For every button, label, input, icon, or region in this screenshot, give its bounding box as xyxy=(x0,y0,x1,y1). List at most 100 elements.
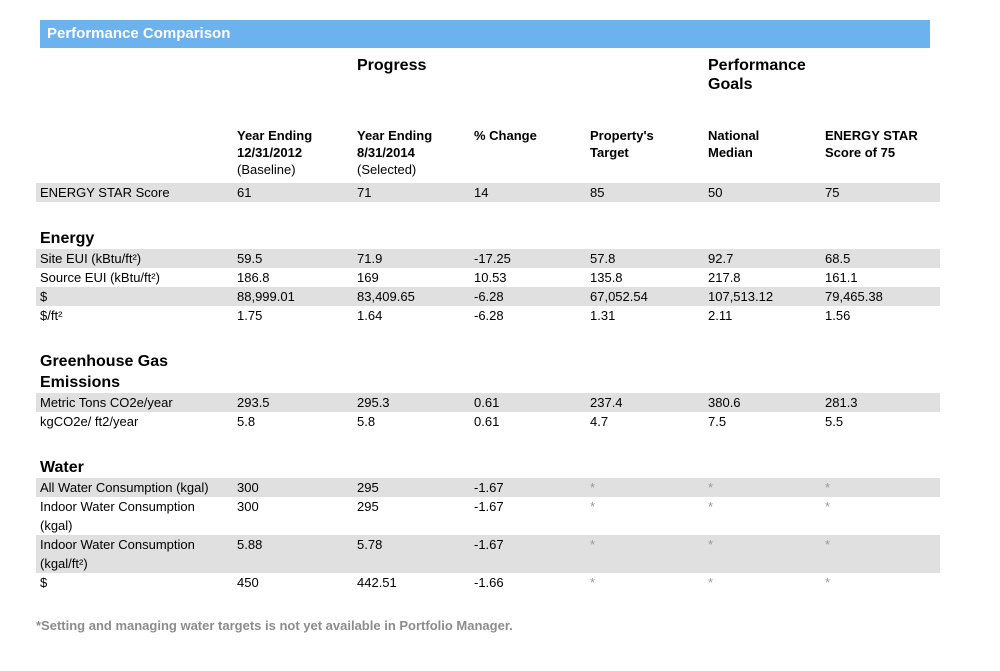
cell-value: -1.67 xyxy=(474,480,504,495)
column-header-title: Year Ending 12/31/2012 xyxy=(237,128,313,160)
table-row: ENERGY STAR Score 61 71 14 85 50 75 xyxy=(36,183,940,202)
column-header-title: Property's Target xyxy=(590,128,654,160)
cell-value: 0.61 xyxy=(474,414,500,429)
cell-value: -17.25 xyxy=(474,251,511,266)
row-label: $ xyxy=(40,289,48,304)
column-header: Year Ending 8/31/2014 (Selected) xyxy=(353,127,470,178)
column-header: Property's Target xyxy=(586,127,704,161)
row-label: Metric Tons CO2e/year xyxy=(40,395,173,410)
column-header-title: % Change xyxy=(474,128,537,143)
cell-value: * xyxy=(590,480,596,495)
cell-value: -6.28 xyxy=(474,289,504,304)
group-header-progress: Progress xyxy=(357,57,427,74)
cell-value: * xyxy=(590,499,596,514)
cell-value: * xyxy=(590,575,596,590)
cell-value: * xyxy=(708,480,714,495)
cell-value: 442.51 xyxy=(357,575,397,590)
row-label: $/ft² xyxy=(40,308,63,323)
cell-value: * xyxy=(708,499,714,514)
cell-value: 1.56 xyxy=(825,308,851,323)
cell-value: 295 xyxy=(357,480,379,495)
table-body: ENERGY STAR Score 61 71 14 85 50 75 Energy Site … xyxy=(36,183,940,592)
section-heading: Water xyxy=(40,459,84,476)
cell-value: 281.3 xyxy=(825,395,858,410)
cell-value: 107,513.12 xyxy=(708,289,774,304)
column-header-title: ENERGY STAR Score of 75 xyxy=(825,128,918,160)
cell-value: 2.11 xyxy=(708,308,733,323)
row-label: Indoor Water Consumption (kgal/ft²) xyxy=(40,537,195,571)
cell-value: 7.5 xyxy=(708,414,727,429)
cell-value: 237.4 xyxy=(590,395,623,410)
cell-value: 1.64 xyxy=(357,308,383,323)
cell-value: * xyxy=(590,537,596,552)
table-row: Site EUI (kBtu/ft²) 59.5 71.9 -17.25 57.8 92.… xyxy=(36,249,940,268)
cell-value: 186.8 xyxy=(237,270,270,285)
table-row: Indoor Water Consumption (kgal/ft²) 5.88 5… xyxy=(36,535,940,573)
column-header-subtitle: (Selected) xyxy=(357,162,417,177)
cell-value: 295 xyxy=(357,499,379,514)
cell-value: 71 xyxy=(357,185,372,200)
cell-value: * xyxy=(825,537,831,552)
cell-value: 88,999.01 xyxy=(237,289,295,304)
cell-value: 0.61 xyxy=(474,395,500,410)
cell-value: 380.6 xyxy=(708,395,741,410)
cell-value: 75 xyxy=(825,185,840,200)
table-row: Source EUI (kBtu/ft²) 186.8 169 10.53 135.8 2… xyxy=(36,268,940,287)
table-row: Indoor Water Consumption (kgal) 300 295 -1.… xyxy=(36,497,940,535)
section-heading: Greenhouse Gas Emissions xyxy=(40,353,169,391)
cell-value: -6.28 xyxy=(474,308,504,323)
cell-value: 300 xyxy=(237,480,259,495)
cell-value: 79,465.38 xyxy=(825,289,883,304)
cell-value: 161.1 xyxy=(825,270,858,285)
cell-value: 85 xyxy=(590,185,605,200)
row-label: All Water Consumption (kgal) xyxy=(40,480,209,495)
cell-value: 1.75 xyxy=(237,308,263,323)
cell-value: 5.88 xyxy=(237,537,263,552)
cell-value: 83,409.65 xyxy=(357,289,415,304)
cell-value: * xyxy=(708,575,714,590)
cell-value: -1.67 xyxy=(474,499,504,514)
table-row: kgCO2e/ ft2/year 5.8 5.8 0.61 4.7 7.5 5.5 xyxy=(36,412,940,431)
cell-value: 71.9 xyxy=(357,251,383,266)
column-header: National Median xyxy=(704,127,821,161)
cell-value: 5.78 xyxy=(357,537,383,552)
column-header-subtitle: (Baseline) xyxy=(237,162,296,177)
column-header-row: Year Ending 12/31/2012 (Baseline) Year End… xyxy=(36,127,940,178)
row-label: $ xyxy=(40,575,48,590)
cell-value: 50 xyxy=(708,185,723,200)
cell-value: 67,052.54 xyxy=(590,289,648,304)
table-row: $88,999.01 83,409.65 -6.28 67,052.54 107,513… xyxy=(36,287,940,306)
cell-value: 59.5 xyxy=(237,251,263,266)
cell-value: -1.66 xyxy=(474,575,504,590)
cell-value: 4.7 xyxy=(590,414,609,429)
column-header: % Change xyxy=(470,127,586,144)
column-header: Year Ending 12/31/2012 (Baseline) xyxy=(233,127,353,178)
row-label: Site EUI (kBtu/ft²) xyxy=(40,251,142,266)
cell-value: * xyxy=(825,575,831,590)
row-label: Indoor Water Consumption (kgal) xyxy=(40,499,195,533)
column-header-title: National Median xyxy=(708,128,760,160)
section-heading: Energy xyxy=(40,230,95,247)
column-header: ENERGY STAR Score of 75 xyxy=(821,127,940,161)
row-label: ENERGY STAR Score xyxy=(40,185,170,200)
table-row: $450 442.51 -1.66 * * * xyxy=(36,573,940,592)
cell-value: 5.5 xyxy=(825,414,844,429)
cell-value: 169 xyxy=(357,270,379,285)
table-row: Metric Tons CO2e/year 293.5 295.3 0.61 237.4… xyxy=(36,393,940,412)
cell-value: 135.8 xyxy=(590,270,623,285)
report-title: Performance Comparison xyxy=(47,25,231,42)
cell-value: 5.8 xyxy=(237,414,256,429)
row-label: Source EUI (kBtu/ft²) xyxy=(40,270,160,285)
cell-value: 14 xyxy=(474,185,489,200)
cell-value: 295.3 xyxy=(357,395,390,410)
column-header-title: Year Ending 8/31/2014 xyxy=(357,128,433,160)
table-row: All Water Consumption (kgal) 300 295 -1.67 *… xyxy=(36,478,940,497)
cell-value: * xyxy=(708,537,714,552)
cell-value: 92.7 xyxy=(708,251,734,266)
cell-value: 300 xyxy=(237,499,259,514)
performance-comparison-report: Performance Comparison Progress Performa… xyxy=(36,20,940,633)
cell-value: 450 xyxy=(237,575,259,590)
cell-value: 293.5 xyxy=(237,395,270,410)
report-title-bar: Performance Comparison xyxy=(40,20,930,48)
group-header-row: Progress Performance Goals xyxy=(36,56,940,94)
